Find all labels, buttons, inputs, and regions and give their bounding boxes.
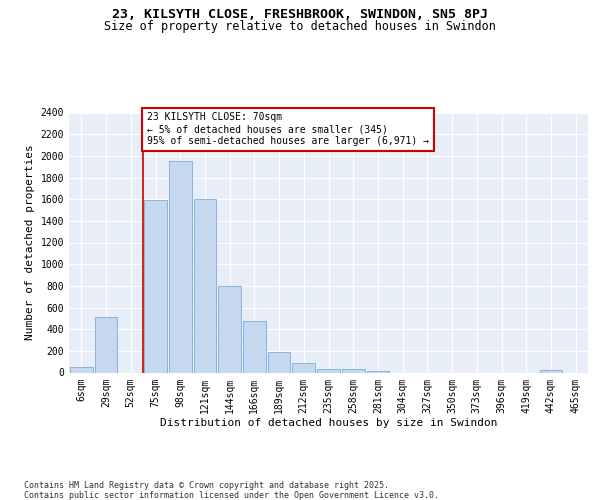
Bar xyxy=(539,370,562,372)
Bar xyxy=(95,318,118,372)
Bar xyxy=(218,286,241,372)
Bar xyxy=(268,352,290,372)
Bar xyxy=(169,161,191,372)
Y-axis label: Number of detached properties: Number of detached properties xyxy=(25,144,35,340)
Bar xyxy=(342,369,365,372)
Text: 23 KILSYTH CLOSE: 70sqm
← 5% of detached houses are smaller (345)
95% of semi-de: 23 KILSYTH CLOSE: 70sqm ← 5% of detached… xyxy=(147,112,429,146)
Bar xyxy=(70,366,93,372)
Bar xyxy=(243,320,266,372)
Text: 23, KILSYTH CLOSE, FRESHBROOK, SWINDON, SN5 8PJ: 23, KILSYTH CLOSE, FRESHBROOK, SWINDON, … xyxy=(112,8,488,20)
Bar xyxy=(194,199,216,372)
Bar xyxy=(317,368,340,372)
Bar xyxy=(292,363,315,372)
X-axis label: Distribution of detached houses by size in Swindon: Distribution of detached houses by size … xyxy=(160,418,497,428)
Bar xyxy=(367,371,389,372)
Text: Contains HM Land Registry data © Crown copyright and database right 2025.: Contains HM Land Registry data © Crown c… xyxy=(24,481,389,490)
Text: Size of property relative to detached houses in Swindon: Size of property relative to detached ho… xyxy=(104,20,496,33)
Bar xyxy=(144,200,167,372)
Text: Contains public sector information licensed under the Open Government Licence v3: Contains public sector information licen… xyxy=(24,491,439,500)
